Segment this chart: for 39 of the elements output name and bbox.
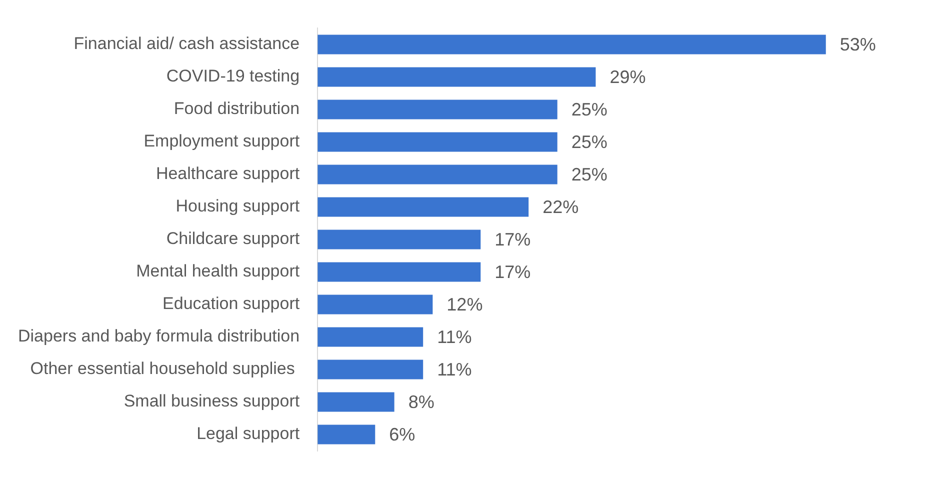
data-label: 6% — [389, 424, 416, 445]
y-tick-label: Housing support — [176, 196, 300, 216]
bar — [318, 294, 433, 314]
data-label: 29% — [610, 66, 646, 87]
y-tick-label: Legal support — [196, 424, 300, 444]
data-label: 12% — [446, 294, 483, 314]
y-tick-label: Food distribution — [174, 99, 300, 118]
bar — [318, 164, 558, 184]
bar — [318, 360, 424, 380]
bar — [318, 262, 481, 282]
y-tick-label: Diapers and baby formula distribution — [18, 326, 300, 346]
bar — [318, 132, 558, 152]
data-label: 25% — [571, 99, 608, 120]
y-tick-label: Mental health support — [136, 262, 300, 281]
y-tick-label: Healthcare support — [156, 164, 300, 184]
data-label: 22% — [542, 196, 579, 217]
data-label: 53% — [840, 34, 876, 54]
y-tick-label: Childcare support — [166, 229, 300, 248]
data-label: 17% — [494, 229, 531, 250]
data-label: 17% — [494, 262, 531, 282]
bar — [318, 230, 481, 250]
data-label: 8% — [408, 392, 434, 412]
bar — [318, 392, 394, 412]
bar — [318, 100, 558, 120]
bar — [318, 424, 376, 444]
data-label: 11% — [437, 360, 472, 380]
y-tick-label: Small business support — [124, 392, 300, 411]
data-label: 11% — [437, 326, 472, 347]
bar — [318, 67, 596, 87]
y-tick-label: Employment support — [144, 132, 300, 151]
data-label: 25% — [571, 132, 608, 152]
bar — [318, 34, 826, 54]
y-tick-label: Other essential household supplies — [30, 359, 300, 378]
y-tick-label: COVID-19 testing — [166, 66, 300, 86]
bar — [318, 197, 529, 217]
y-tick-label: Education support — [162, 294, 300, 314]
y-tick-label: Financial aid/ cash assistance — [74, 34, 300, 54]
bar — [318, 327, 424, 347]
data-label: 25% — [571, 164, 608, 184]
